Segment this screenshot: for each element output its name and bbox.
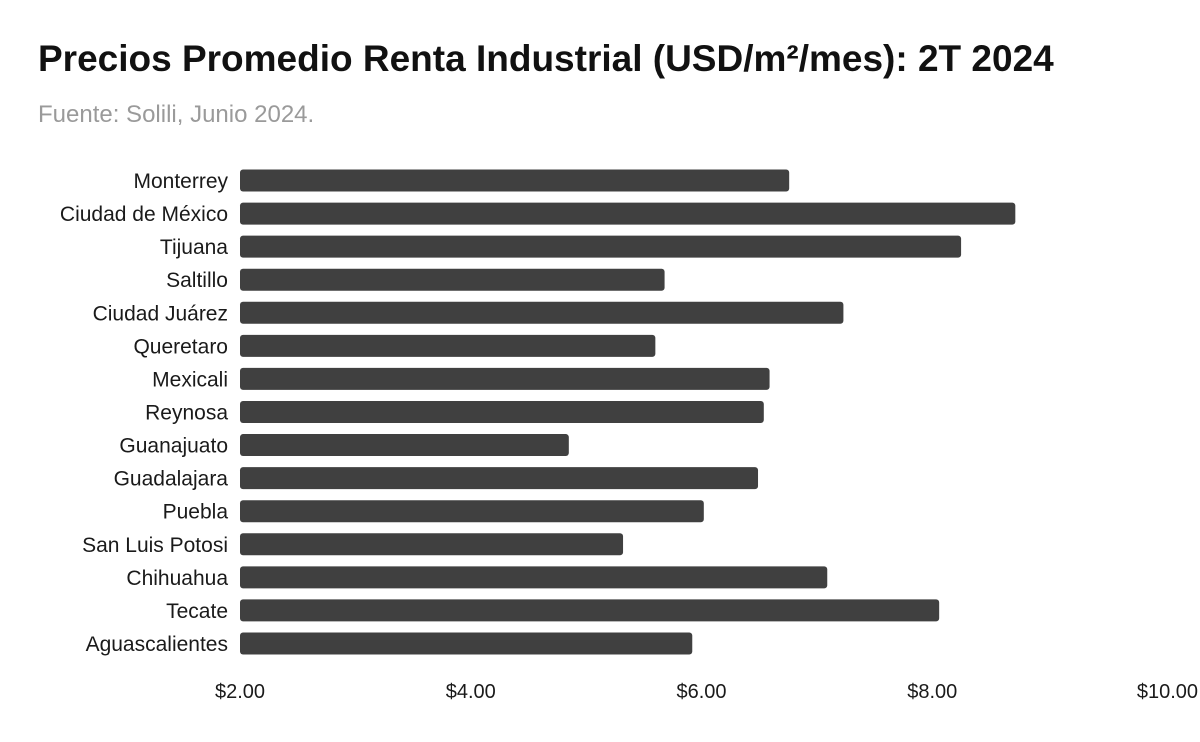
bar bbox=[240, 268, 665, 291]
category-label: Monterrey bbox=[133, 170, 228, 193]
category-label: Saltillo bbox=[166, 269, 228, 292]
category-label: Mexicali bbox=[152, 368, 228, 391]
bar bbox=[240, 202, 1016, 225]
bar bbox=[240, 367, 770, 390]
category-label: Queretaro bbox=[133, 335, 228, 358]
bar bbox=[240, 301, 844, 324]
x-tick-label: $6.00 bbox=[676, 681, 726, 703]
x-tick-label: $4.00 bbox=[446, 681, 496, 703]
bar bbox=[240, 599, 940, 622]
category-label: Ciudad de México bbox=[60, 203, 228, 226]
category-label: Reynosa bbox=[145, 401, 228, 424]
category-label: San Luis Potosi bbox=[82, 534, 228, 557]
bar bbox=[240, 467, 759, 490]
category-label: Tijuana bbox=[160, 236, 228, 259]
category-label: Tecate bbox=[166, 600, 228, 623]
x-axis-ticks: $2.00 $4.00 $6.00 $8.00 $10.00 bbox=[215, 681, 1198, 703]
x-tick-label: $8.00 bbox=[907, 681, 957, 703]
bar bbox=[240, 500, 704, 523]
bar bbox=[240, 400, 764, 423]
x-tick-label: $10.00 bbox=[1137, 681, 1198, 703]
bar bbox=[240, 632, 693, 655]
bar bbox=[240, 434, 569, 457]
bar bbox=[240, 533, 624, 556]
category-label: Guadalajara bbox=[114, 468, 229, 491]
bars-layer bbox=[240, 169, 1016, 655]
chart-subtitle: Fuente: Solili, Junio 2024. bbox=[38, 101, 315, 128]
category-label: Ciudad Juárez bbox=[93, 302, 228, 325]
x-tick-label: $2.00 bbox=[215, 681, 265, 703]
category-label: Puebla bbox=[163, 501, 229, 524]
chart-title: Precios Promedio Renta Industrial (USD/m… bbox=[38, 38, 1054, 79]
category-labels: Monterrey Ciudad de México Tijuana Saltillo… bbox=[60, 170, 229, 656]
category-label: Chihuahua bbox=[126, 567, 228, 590]
bar bbox=[240, 235, 962, 258]
bar bbox=[240, 169, 790, 192]
bar bbox=[240, 334, 656, 357]
bar bbox=[240, 566, 828, 589]
category-label: Aguascalientes bbox=[86, 633, 228, 656]
category-label: Guanajuato bbox=[119, 435, 228, 458]
